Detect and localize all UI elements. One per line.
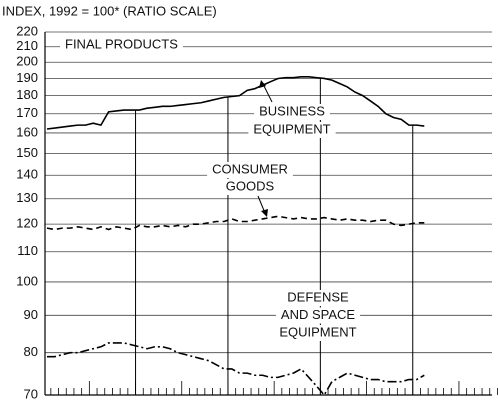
label-mask [248,122,336,138]
y-tick-label: 110 [17,243,38,258]
label-mask [274,325,362,341]
annotation: CONSUMER [212,161,288,176]
leader [257,195,266,214]
y-tick-label: 100 [16,273,38,288]
y-tick-label: 160 [16,124,38,139]
annotation: EQUIPMENT [279,324,356,339]
annotation: AND SPACE [281,307,355,322]
y-tick-label: 80 [24,344,38,359]
annotation: BUSINESS [259,103,325,118]
label-mask [60,37,183,53]
arrowhead [261,209,268,217]
label-mask [220,179,280,195]
label-mask [275,307,361,324]
annotation: GOODS [226,178,275,193]
series-line [46,76,425,130]
annotation: FINAL PRODUCTS [65,36,178,51]
series-line [47,342,425,397]
leader [262,83,273,103]
y-tick-label: 170 [16,105,38,120]
y-tick-label: 120 [16,216,38,231]
y-tick-label: 220 [16,23,38,38]
y-tick-label: 190 [16,70,38,85]
series-line [46,215,425,231]
y-tick-label: 150 [16,145,38,160]
y-tick-label: 70 [24,386,38,401]
y-tick-label: 210 [16,38,38,53]
label-mask [207,162,293,178]
y-tick-label: 130 [16,190,38,205]
y-tick-label: 200 [16,54,38,69]
y-tick-label: 90 [24,307,38,322]
chart-title: INDEX, 1992 = 100* (RATIO SCALE) [2,3,217,18]
annotation: EQUIPMENT [253,121,330,136]
y-tick-label: 180 [16,87,38,102]
label-mask [282,290,354,306]
label-mask [254,104,330,120]
y-tick-label: 140 [16,167,38,182]
annotation: DEFENSE [287,289,349,304]
